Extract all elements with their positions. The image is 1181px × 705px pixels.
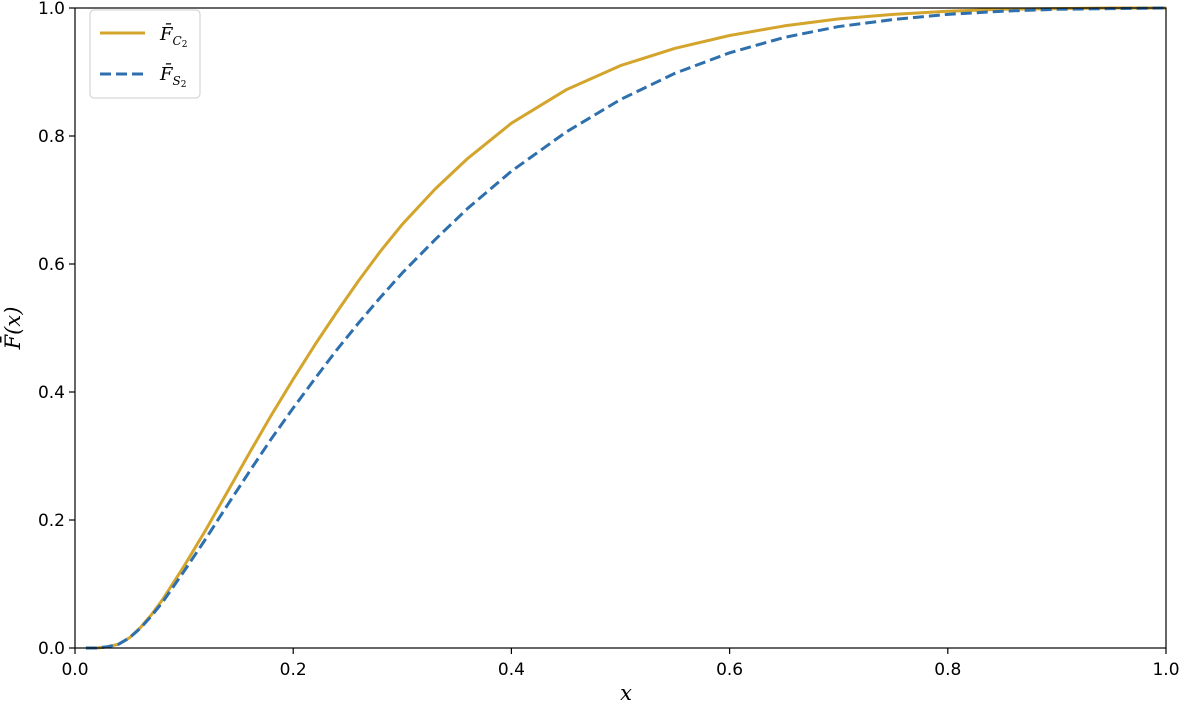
x-axis-label: x <box>620 681 632 705</box>
y-axis-label: F̄(x) <box>0 307 25 351</box>
x-tick-label: 0.8 <box>934 660 961 680</box>
y-tick-label: 0.8 <box>38 127 65 147</box>
y-tick-label: 0.6 <box>38 255 65 275</box>
x-tick-label: 1.0 <box>1152 660 1179 680</box>
x-tick-label: 0.6 <box>716 660 743 680</box>
y-tick-label: 0.4 <box>38 383 65 403</box>
plot-frame <box>74 7 1167 649</box>
legend: F̄C2 F̄S2 <box>89 9 201 99</box>
legend-label-series-1: F̄C2 <box>159 22 187 50</box>
series-line-2 <box>85 6 1167 650</box>
legend-label-series-2: F̄S2 <box>159 62 186 90</box>
y-tick-label: 0.0 <box>38 639 65 659</box>
x-tick-label: 0.2 <box>280 660 307 680</box>
series-line-1 <box>85 6 1166 650</box>
x-tick-label: 0.0 <box>61 660 88 680</box>
x-tick-label: 0.4 <box>498 660 525 680</box>
y-tick-label: 1.0 <box>38 0 65 19</box>
y-tick-label: 0.2 <box>38 511 65 531</box>
